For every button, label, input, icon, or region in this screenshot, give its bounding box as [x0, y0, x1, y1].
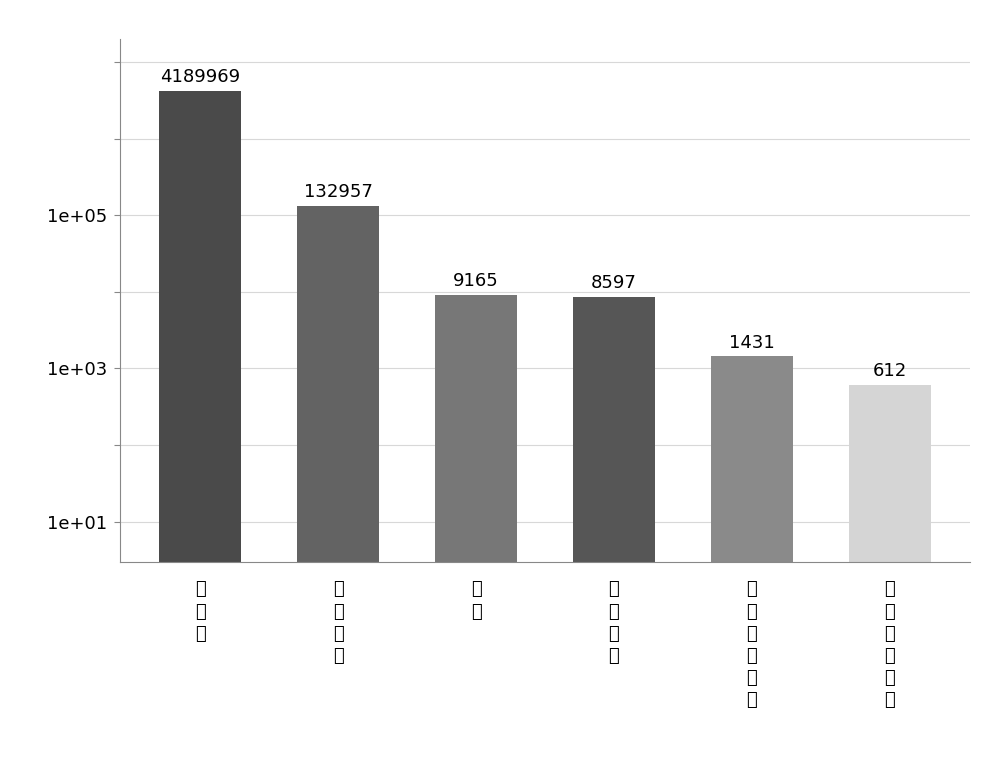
Bar: [435, 295, 517, 780]
Text: 612: 612: [873, 362, 907, 380]
Text: 8597: 8597: [591, 275, 637, 292]
Text: 4189969: 4189969: [160, 69, 240, 87]
Text: 132957: 132957: [304, 183, 372, 201]
Bar: [297, 206, 379, 780]
Bar: [573, 297, 655, 780]
Bar: [711, 356, 793, 780]
Text: 1431: 1431: [729, 334, 775, 352]
Text: 9165: 9165: [453, 272, 499, 290]
Bar: [159, 91, 241, 780]
Bar: [849, 385, 931, 780]
